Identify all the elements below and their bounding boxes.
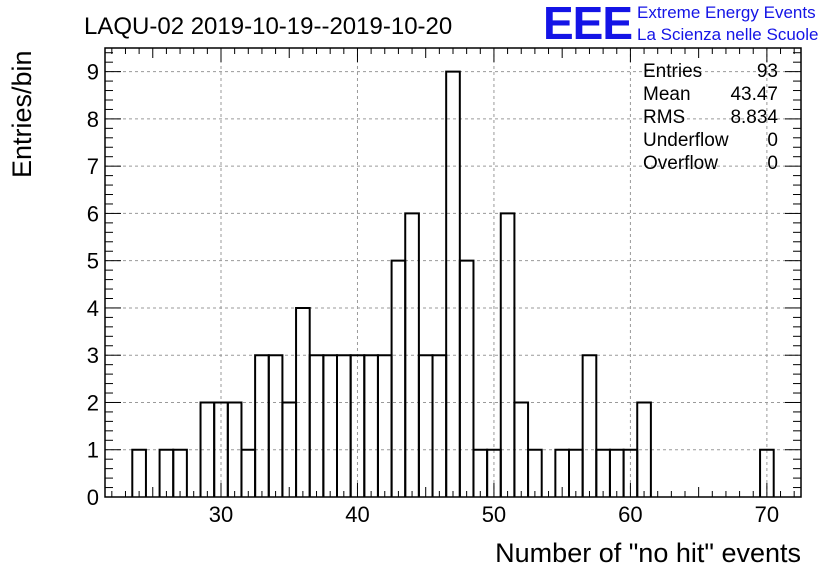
histogram-bin	[363, 354, 379, 497]
histogram-bin	[636, 401, 652, 497]
y-tick-label: 6	[87, 201, 99, 226]
histogram-bin	[472, 448, 489, 497]
stat-label: RMS	[643, 107, 685, 128]
histogram-bin	[254, 354, 270, 497]
histogram-bin	[568, 448, 584, 497]
histogram-bin	[281, 401, 298, 497]
stat-value: 93	[757, 61, 778, 82]
histogram-bin	[131, 448, 147, 497]
histogram-bin	[240, 448, 257, 497]
tick-labels: 30 40 50 60 70 0 1 2 3 4 5 6 7 8 9	[87, 60, 779, 527]
x-tick-label: 40	[345, 502, 369, 527]
histogram-bin	[458, 259, 475, 497]
histogram-bars	[131, 70, 775, 497]
histogram-bin	[158, 448, 175, 497]
x-tick-label: 70	[755, 502, 779, 527]
histogram-bin	[172, 448, 188, 497]
y-tick-label: 8	[87, 107, 99, 132]
stat-label: Underflow	[643, 130, 729, 151]
x-tick-label: 60	[618, 502, 642, 527]
chart-title: LAQU-02 2019-10-19--2019-10-20	[84, 13, 452, 40]
histogram-bin	[608, 448, 625, 497]
y-tick-label: 2	[87, 390, 99, 415]
plot-frame	[104, 47, 802, 498]
stat-value: 8.834	[730, 107, 778, 128]
histogram-bin	[376, 354, 393, 497]
logo-mark: EEE	[543, 0, 632, 49]
grid-lines	[105, 48, 801, 497]
histogram-bin	[431, 354, 448, 497]
histogram-bin	[417, 354, 434, 497]
stat-label: Entries	[643, 61, 702, 82]
axis-ticks	[105, 48, 801, 498]
histogram-bin	[595, 448, 611, 497]
y-tick-label: 7	[87, 154, 99, 179]
stat-value: 0	[767, 153, 778, 174]
y-tick-label: 3	[87, 343, 99, 368]
x-tick-label: 50	[482, 502, 506, 527]
histogram-bin	[499, 212, 516, 497]
y-tick-label: 5	[87, 249, 99, 274]
y-tick-label: 1	[87, 438, 99, 463]
histogram-bin	[267, 354, 284, 497]
stat-label: Mean	[643, 84, 691, 105]
y-tick-label: 4	[87, 296, 99, 321]
x-tick-label: 30	[209, 502, 233, 527]
logo-line-1: Extreme Energy Events	[637, 3, 816, 22]
histogram-bin	[527, 448, 543, 497]
stat-value: 0	[767, 130, 778, 151]
stat-label: Overflow	[643, 153, 718, 174]
histogram-bin	[445, 70, 461, 497]
histogram-bin	[581, 354, 598, 497]
y-axis-label: Entries/bin	[7, 50, 37, 178]
eee-logo: EEE Extreme Energy Events La Scienza nel…	[543, 0, 818, 49]
histogram-bin	[759, 448, 775, 497]
histogram-bin	[322, 354, 338, 497]
y-tick-label: 0	[87, 485, 99, 510]
x-axis-label: Number of "no hit" events	[495, 538, 801, 568]
histogram-bin	[308, 354, 325, 497]
histogram-bin	[390, 259, 407, 497]
histogram-bin	[336, 354, 352, 497]
stat-value: 43.47	[730, 84, 778, 105]
y-tick-label: 9	[87, 60, 99, 85]
logo-line-2: La Scienza nelle Scuole	[637, 25, 818, 44]
